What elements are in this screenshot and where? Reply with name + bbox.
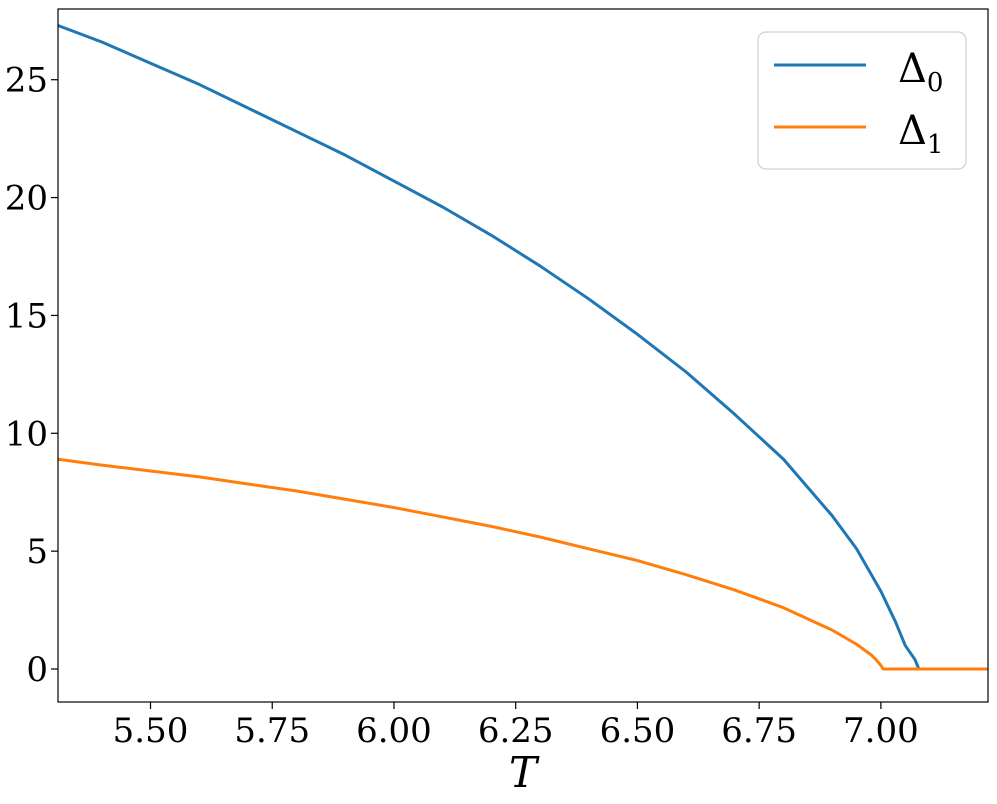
x-tick-label: 6.50 — [600, 711, 676, 751]
series-line-delta0 — [57, 24, 988, 671]
plot-frame — [57, 8, 989, 703]
legend-label-delta1-main: Δ — [898, 108, 927, 154]
y-tick-label: 10 — [5, 414, 48, 454]
x-tick-label: 6.00 — [356, 711, 432, 751]
legend-label-delta1: Δ1 — [898, 108, 943, 160]
y-tick-label: 0 — [26, 650, 48, 690]
x-axis-label: T — [509, 748, 540, 797]
legend-label-delta0-main: Δ — [898, 46, 927, 92]
x-tick-label: 6.75 — [721, 711, 797, 751]
y-tick-label: 15 — [5, 296, 48, 336]
y-tick-label: 5 — [26, 532, 48, 572]
x-tick-label: 6.25 — [478, 711, 554, 751]
x-tick-label: 7.00 — [843, 711, 919, 751]
legend: Δ0 Δ1 — [757, 31, 967, 170]
x-tick-label: 5.75 — [234, 711, 310, 751]
x-axis: 5.50 5.75 6.00 6.25 6.50 6.75 7.00 — [113, 702, 919, 751]
legend-label-delta1-sub: 1 — [927, 130, 944, 160]
legend-label-delta0: Δ0 — [898, 46, 943, 98]
legend-label-delta0-sub: 0 — [927, 68, 944, 98]
series-line-delta1 — [57, 457, 988, 671]
y-axis: 0 5 10 15 20 25 — [5, 61, 58, 690]
y-tick-label: 20 — [5, 179, 48, 219]
y-tick-label: 25 — [5, 61, 48, 101]
series-layer — [57, 24, 988, 671]
x-tick-label: 5.50 — [113, 711, 189, 751]
